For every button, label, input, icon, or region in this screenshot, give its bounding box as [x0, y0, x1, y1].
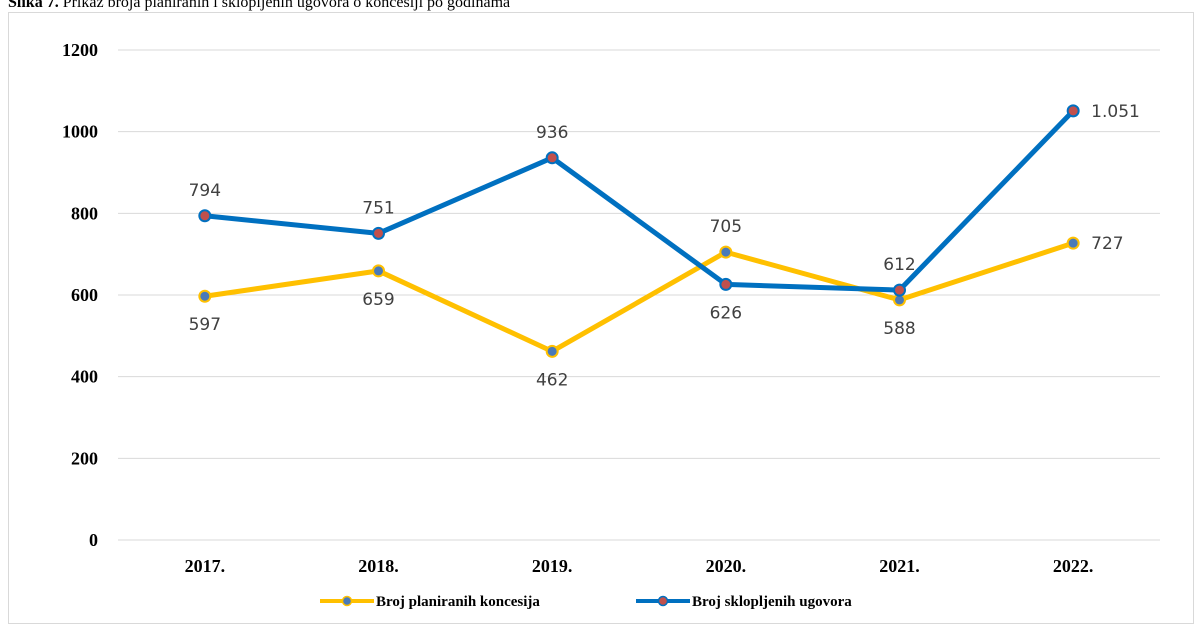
- data-label: 612: [883, 255, 915, 275]
- data-point: [1066, 236, 1080, 250]
- data-label: 588: [883, 319, 915, 339]
- data-labels: 597 659 462 705 588 727 794 751 936 626 612 1.051: [189, 102, 1140, 391]
- series-group: [198, 104, 1080, 358]
- y-tick-label: 1000: [62, 122, 98, 142]
- x-tick-label: 2020.: [706, 556, 747, 576]
- data-label: 794: [189, 181, 221, 201]
- data-label: 626: [710, 303, 742, 323]
- x-axis: 2017. 2018. 2019. 2020. 2021. 2022.: [185, 556, 1094, 576]
- y-axis: 0 200 400 600 800 1000 1200: [62, 40, 98, 550]
- data-point: [545, 151, 559, 165]
- data-label: 751: [362, 198, 394, 218]
- gridlines: [118, 49, 1160, 541]
- caption-prefix: Slika 7.: [8, 0, 59, 11]
- x-tick-label: 2021.: [879, 556, 920, 576]
- series-line-1: [202, 240, 1076, 354]
- series-line-2: [202, 108, 1076, 293]
- legend-label: Broj planiranih koncesija: [376, 594, 540, 610]
- legend-label: Broj sklopljenih ugovora: [692, 594, 852, 610]
- x-tick-label: 2019.: [532, 556, 573, 576]
- y-tick-label: 800: [71, 203, 98, 223]
- data-point: [198, 289, 212, 303]
- data-label: 659: [362, 290, 394, 310]
- data-label: 597: [189, 315, 221, 335]
- x-tick-label: 2022.: [1053, 556, 1094, 576]
- legend-swatch-marker: [657, 595, 669, 607]
- figure-caption: Slika 7. Prikaz broja planiranih i sklop…: [8, 0, 510, 12]
- data-point: [893, 283, 906, 297]
- data-point: [1066, 104, 1080, 118]
- data-point: [545, 344, 559, 358]
- caption-text: Prikaz broja planiranih i sklopljenih ug…: [58, 0, 511, 11]
- data-point: [372, 226, 385, 240]
- data-point: [719, 277, 733, 291]
- data-point: [372, 264, 385, 278]
- data-label: 936: [536, 123, 568, 143]
- chart-frame: [8, 12, 1194, 624]
- y-tick-label: 400: [71, 367, 98, 387]
- data-point: [719, 245, 733, 259]
- data-label: 727: [1091, 234, 1123, 254]
- y-tick-label: 200: [71, 448, 98, 468]
- legend-swatch-marker: [341, 595, 353, 607]
- legend: Broj planiranih koncesija Broj sklopljeni…: [320, 594, 852, 610]
- y-tick-label: 600: [71, 285, 98, 305]
- data-point: [198, 209, 212, 223]
- data-label: 462: [536, 370, 568, 390]
- data-label: 1.051: [1091, 102, 1140, 122]
- data-label: 705: [710, 217, 742, 237]
- y-tick-label: 0: [89, 530, 98, 550]
- y-tick-label: 1200: [62, 40, 98, 60]
- x-tick-label: 2018.: [358, 556, 399, 576]
- x-tick-label: 2017.: [185, 556, 226, 576]
